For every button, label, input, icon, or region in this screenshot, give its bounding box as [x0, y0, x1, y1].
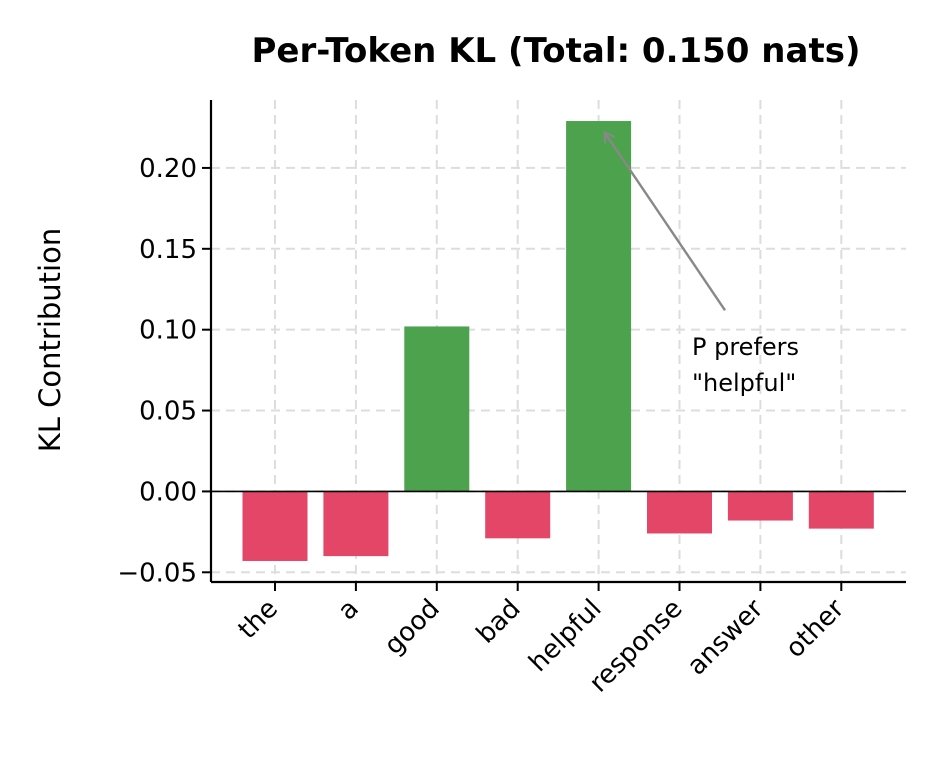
x-tick-label: the — [233, 594, 284, 645]
bar-bad — [485, 491, 551, 539]
x-tick-label: bad — [471, 594, 527, 650]
y-tick-label: 0.10 — [139, 316, 197, 346]
bar-good — [404, 326, 470, 492]
annotation-arrow — [605, 132, 726, 311]
annotation-text: P prefers "helpful" — [692, 333, 807, 397]
bar-answer — [727, 491, 793, 521]
y-axis-label: KL Contribution — [33, 228, 67, 452]
x-tick-label: other — [780, 594, 850, 664]
bar-other — [808, 491, 874, 529]
bar-response — [647, 491, 712, 534]
bar-helpful — [566, 121, 632, 492]
y-tick-label: 0.20 — [139, 154, 197, 184]
annotation-line-1: P prefers — [692, 333, 799, 361]
x-tick-label: answer — [682, 594, 770, 682]
y-tick-label: 0.05 — [139, 397, 197, 427]
bar-a — [323, 491, 389, 557]
x-tick-label: a — [332, 594, 364, 626]
x-tick-label: good — [379, 594, 446, 661]
bars-layer — [242, 121, 874, 561]
y-ticks: −0.05 0.00 0.05 0.10 0.15 0.20 — [117, 154, 211, 588]
y-tick-label: 0.15 — [139, 235, 197, 265]
chart-title: Per-Token KL (Total: 0.150 nats) — [252, 31, 861, 71]
bar-the — [242, 491, 308, 561]
annotation: P prefers "helpful" — [605, 132, 807, 397]
y-tick-label: −0.05 — [117, 558, 197, 588]
y-tick-label: 0.00 — [139, 477, 197, 507]
annotation-line-2: "helpful" — [692, 369, 796, 397]
